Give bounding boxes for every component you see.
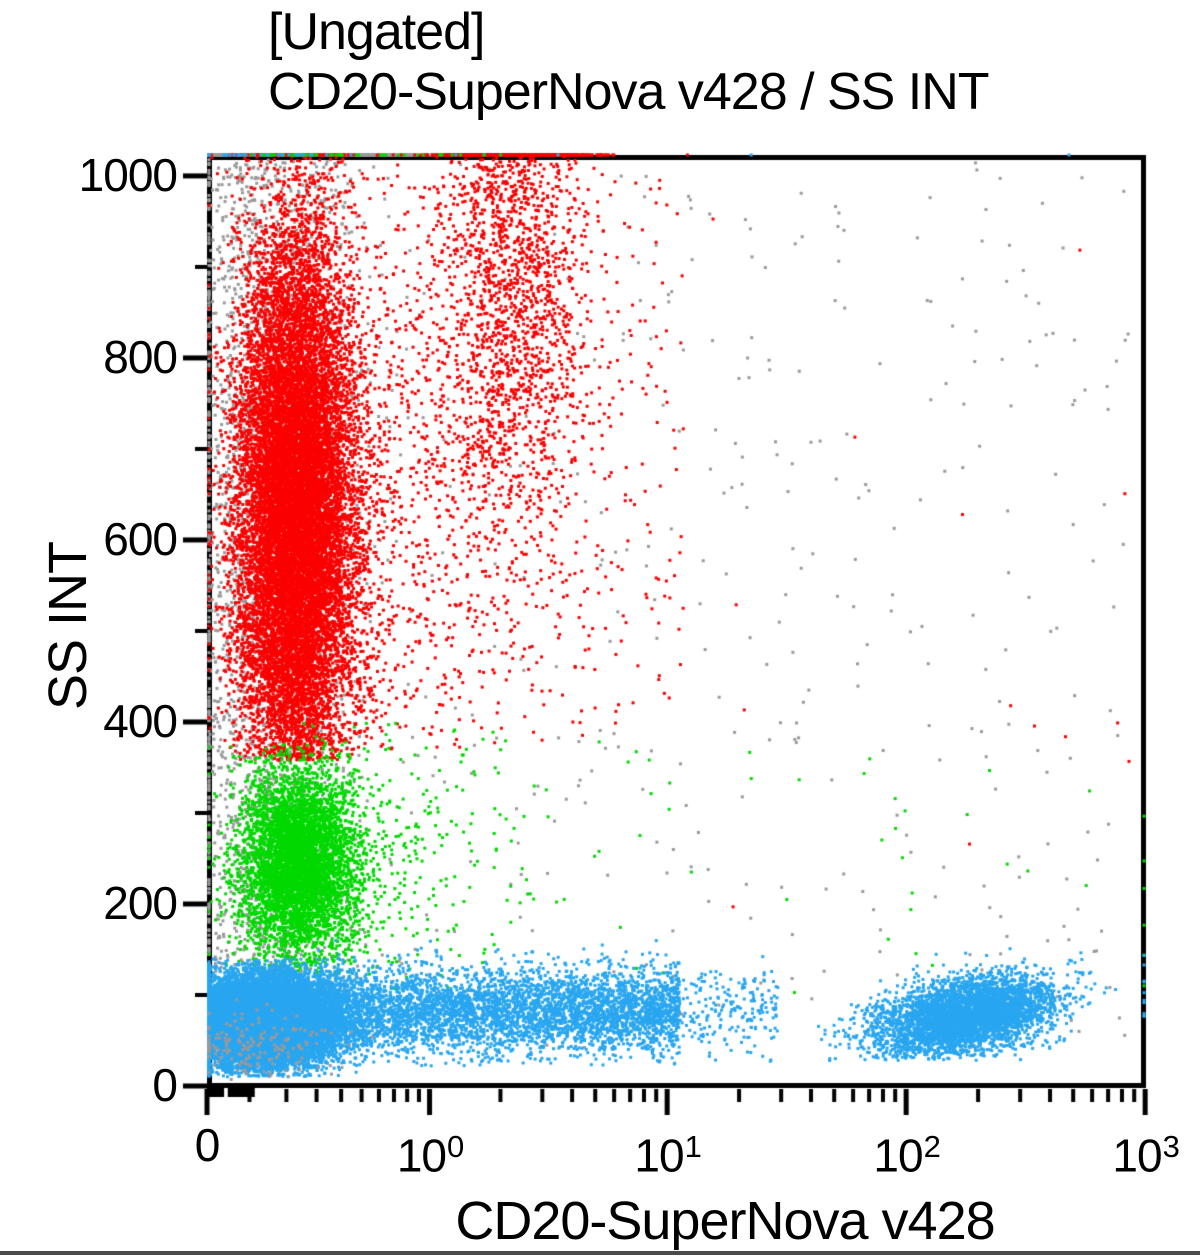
x-axis-tick-label: 100 [396, 1129, 464, 1182]
x-axis-tick-label: 0 [194, 1119, 221, 1171]
x-axis-title: CD20-SuperNova v428 [455, 1191, 995, 1251]
x-axis-tick-label: 102 [873, 1129, 940, 1182]
y-axis-tick-label: 400 [103, 694, 178, 747]
y-axis-tick-label: 1000 [78, 148, 178, 201]
y-axis-tick-label: 800 [103, 330, 178, 383]
x-axis-tick-label: 103 [1112, 1129, 1179, 1182]
y-axis-tick-label: 0 [152, 1059, 178, 1111]
bottom-divider [0, 1251, 1200, 1255]
y-axis-tick-label: 200 [103, 876, 178, 929]
y-axis-tick-label: 600 [103, 512, 178, 565]
x-axis-tick-label: 101 [634, 1129, 701, 1182]
